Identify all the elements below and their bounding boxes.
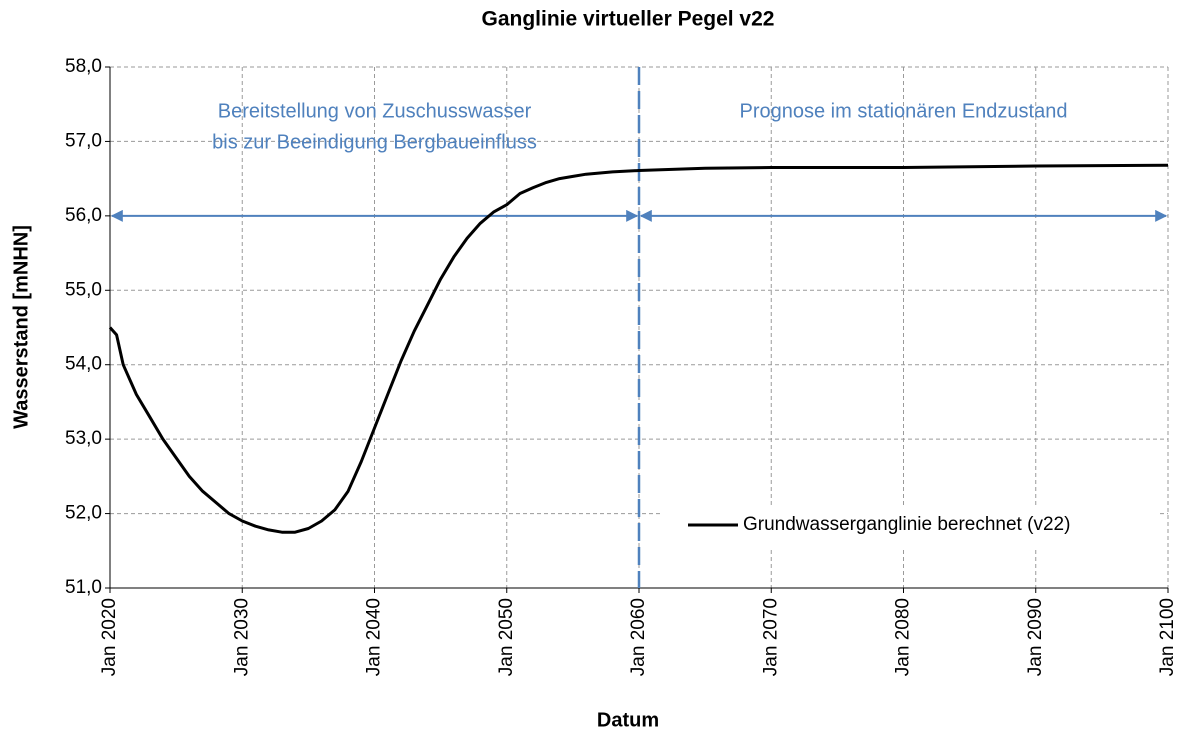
chart-title: Ganglinie virtueller Pegel v22	[482, 8, 775, 31]
y-axis-label: Wasserstand [mNHN]	[10, 225, 32, 429]
x-axis-label: Datum	[597, 709, 659, 731]
annotation: bis zur Beeindigung Bergbaueinfluss	[212, 131, 537, 153]
x-tick-label: Jan 2030	[231, 598, 252, 676]
x-tick-label: Jan 2090	[1025, 598, 1046, 676]
y-tick-label: 54,0	[65, 354, 102, 375]
legend: Grundwasserganglinie berechnet (v22)	[662, 505, 1160, 547]
y-tick-label: 53,0	[65, 428, 102, 449]
x-tick-label: Jan 2100	[1157, 598, 1178, 676]
x-tick-label: Jan 2060	[628, 598, 649, 676]
annotation: Bereitstellung von Zuschusswasser	[218, 100, 532, 122]
x-tick-label: Jan 2080	[893, 598, 914, 676]
annotation: Prognose im stationären Endzustand	[740, 100, 1068, 122]
y-tick-label: 52,0	[65, 503, 102, 524]
legend-label: Grundwasserganglinie berechnet (v22)	[743, 514, 1070, 535]
y-tick-label: 57,0	[65, 130, 102, 151]
data-line	[108, 163, 1169, 534]
legend-box	[662, 505, 1160, 547]
x-tick-label: Jan 2020	[99, 598, 120, 676]
y-tick-label: 56,0	[65, 205, 102, 226]
x-tick-label: Jan 2050	[496, 598, 517, 676]
x-tick-label: Jan 2070	[760, 598, 781, 676]
x-tick-label: Jan 2040	[364, 598, 385, 676]
y-tick-label: 58,0	[65, 56, 102, 77]
y-tick-label: 51,0	[65, 577, 102, 598]
y-tick-label: 55,0	[65, 279, 102, 300]
